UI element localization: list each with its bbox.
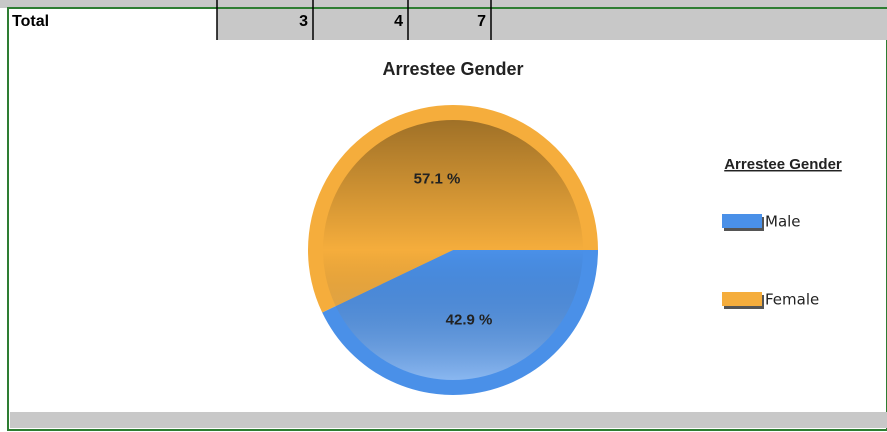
legend-label: Male — [765, 213, 801, 231]
cell-borders — [216, 0, 492, 40]
data-label: 42.9 % — [446, 312, 493, 329]
legend-title: Arrestee Gender — [724, 156, 842, 173]
legend-swatch — [722, 214, 762, 228]
footer-strip — [10, 412, 887, 428]
cell: 7 — [477, 13, 486, 30]
legend-label: Female — [765, 291, 819, 309]
row-label: Total — [12, 13, 49, 30]
header-strip — [0, 0, 887, 8]
legend-swatch — [722, 292, 762, 306]
chart-title: Arrestee Gender — [382, 59, 523, 79]
cell: 4 — [394, 13, 403, 30]
data-label: 57.1 % — [414, 170, 461, 187]
cell: 3 — [299, 13, 308, 30]
total-row-bg — [217, 9, 887, 40]
pie-shade — [323, 120, 583, 380]
